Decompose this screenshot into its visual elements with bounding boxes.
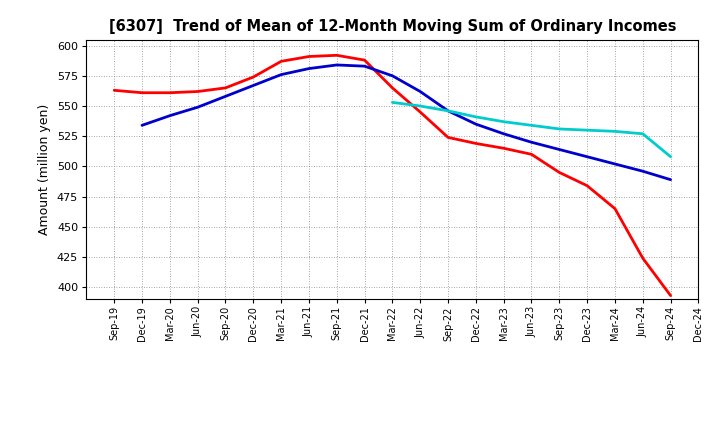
5 Years bbox=[527, 139, 536, 145]
7 Years bbox=[666, 154, 675, 159]
5 Years bbox=[582, 154, 591, 159]
3 Years bbox=[527, 152, 536, 157]
3 Years bbox=[611, 206, 619, 211]
3 Years bbox=[388, 85, 397, 91]
7 Years bbox=[555, 126, 564, 132]
7 Years bbox=[639, 131, 647, 136]
5 Years bbox=[276, 72, 285, 77]
5 Years bbox=[305, 66, 313, 71]
5 Years bbox=[166, 113, 174, 118]
5 Years bbox=[249, 83, 258, 88]
3 Years bbox=[444, 135, 452, 140]
3 Years bbox=[221, 85, 230, 91]
3 Years bbox=[360, 58, 369, 63]
3 Years bbox=[166, 90, 174, 95]
5 Years bbox=[333, 62, 341, 68]
3 Years bbox=[305, 54, 313, 59]
5 Years bbox=[138, 123, 146, 128]
3 Years bbox=[333, 53, 341, 58]
5 Years bbox=[639, 169, 647, 174]
5 Years bbox=[472, 121, 480, 127]
5 Years bbox=[500, 131, 508, 136]
3 Years bbox=[639, 256, 647, 261]
7 Years bbox=[472, 114, 480, 120]
3 Years bbox=[110, 88, 119, 93]
3 Years bbox=[472, 141, 480, 146]
3 Years bbox=[276, 59, 285, 64]
5 Years bbox=[555, 147, 564, 152]
3 Years bbox=[194, 89, 202, 94]
Line: 7 Years: 7 Years bbox=[392, 103, 670, 157]
5 Years bbox=[388, 73, 397, 78]
5 Years bbox=[416, 89, 425, 94]
5 Years bbox=[194, 105, 202, 110]
3 Years bbox=[555, 170, 564, 175]
5 Years bbox=[221, 94, 230, 99]
7 Years bbox=[611, 129, 619, 134]
5 Years bbox=[360, 63, 369, 69]
7 Years bbox=[416, 103, 425, 109]
5 Years bbox=[666, 177, 675, 182]
3 Years bbox=[500, 146, 508, 151]
3 Years bbox=[666, 293, 675, 298]
Title: [6307]  Trend of Mean of 12-Month Moving Sum of Ordinary Incomes: [6307] Trend of Mean of 12-Month Moving … bbox=[109, 19, 676, 34]
Line: 3 Years: 3 Years bbox=[114, 55, 670, 296]
7 Years bbox=[582, 128, 591, 133]
5 Years bbox=[444, 108, 452, 114]
Line: 5 Years: 5 Years bbox=[142, 65, 670, 180]
7 Years bbox=[500, 119, 508, 125]
3 Years bbox=[582, 183, 591, 188]
5 Years bbox=[611, 161, 619, 167]
7 Years bbox=[444, 108, 452, 114]
Y-axis label: Amount (million yen): Amount (million yen) bbox=[38, 104, 51, 235]
3 Years bbox=[416, 110, 425, 115]
7 Years bbox=[527, 123, 536, 128]
3 Years bbox=[249, 74, 258, 80]
7 Years bbox=[388, 100, 397, 105]
3 Years bbox=[138, 90, 146, 95]
